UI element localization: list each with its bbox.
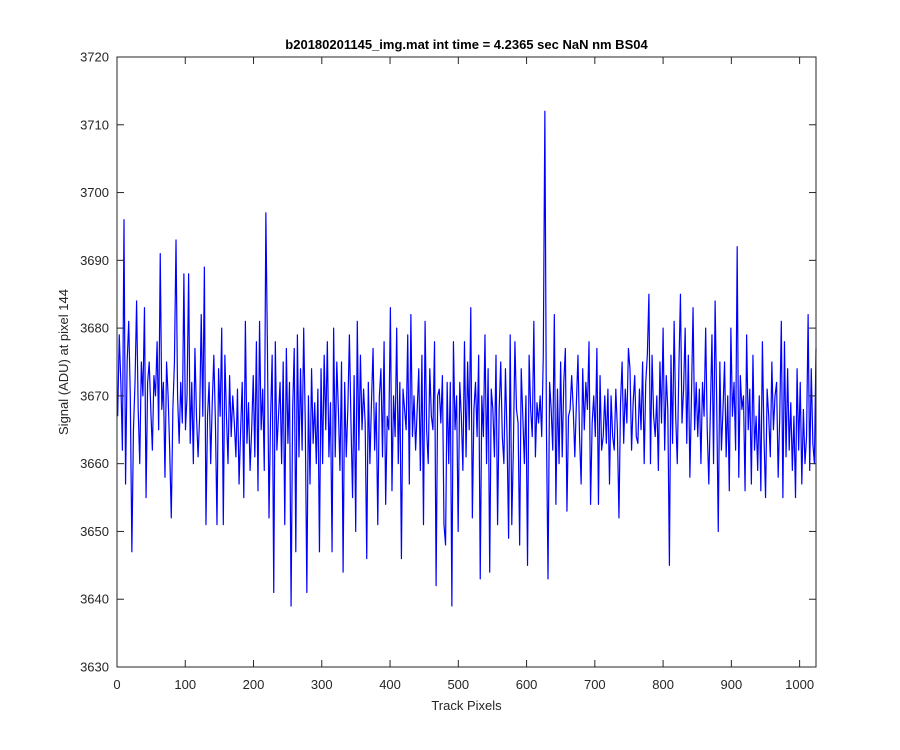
y-tick-label: 3720 [80, 50, 109, 65]
x-tick-label: 200 [243, 677, 265, 692]
x-tick-label: 800 [652, 677, 674, 692]
y-tick-label: 3650 [80, 524, 109, 539]
x-tick-label: 900 [721, 677, 743, 692]
y-tick-label: 3690 [80, 253, 109, 268]
y-axis-label: Signal (ADU) at pixel 144 [56, 289, 71, 435]
y-tick-label: 3630 [80, 660, 109, 675]
series-layer [117, 110, 817, 607]
plot-area [117, 57, 816, 667]
x-tick-label: 300 [311, 677, 333, 692]
x-tick-label: 0 [113, 677, 120, 692]
y-tick-label: 3700 [80, 185, 109, 200]
y-tick-label: 3710 [80, 117, 109, 132]
x-tick-label: 500 [447, 677, 469, 692]
x-tick-label: 100 [174, 677, 196, 692]
x-tick-label: 600 [516, 677, 538, 692]
y-tick-label: 3680 [80, 321, 109, 336]
x-tick-label: 700 [584, 677, 606, 692]
x-tick-label: 400 [379, 677, 401, 692]
series-line [117, 110, 817, 607]
y-tick-label: 3670 [80, 388, 109, 403]
x-tick-label: 1000 [785, 677, 814, 692]
ticks-layer: 0 100 200 300 400 500 600 700 800 900 1000 3630 3640… [80, 50, 816, 692]
y-tick-label: 3660 [80, 456, 109, 471]
x-axis-label: Track Pixels [431, 698, 502, 713]
plot-frame [116, 56, 817, 668]
chart-title: b20180201145_img.mat int time = 4.2365 s… [285, 37, 648, 52]
y-tick-label: 3640 [80, 592, 109, 607]
